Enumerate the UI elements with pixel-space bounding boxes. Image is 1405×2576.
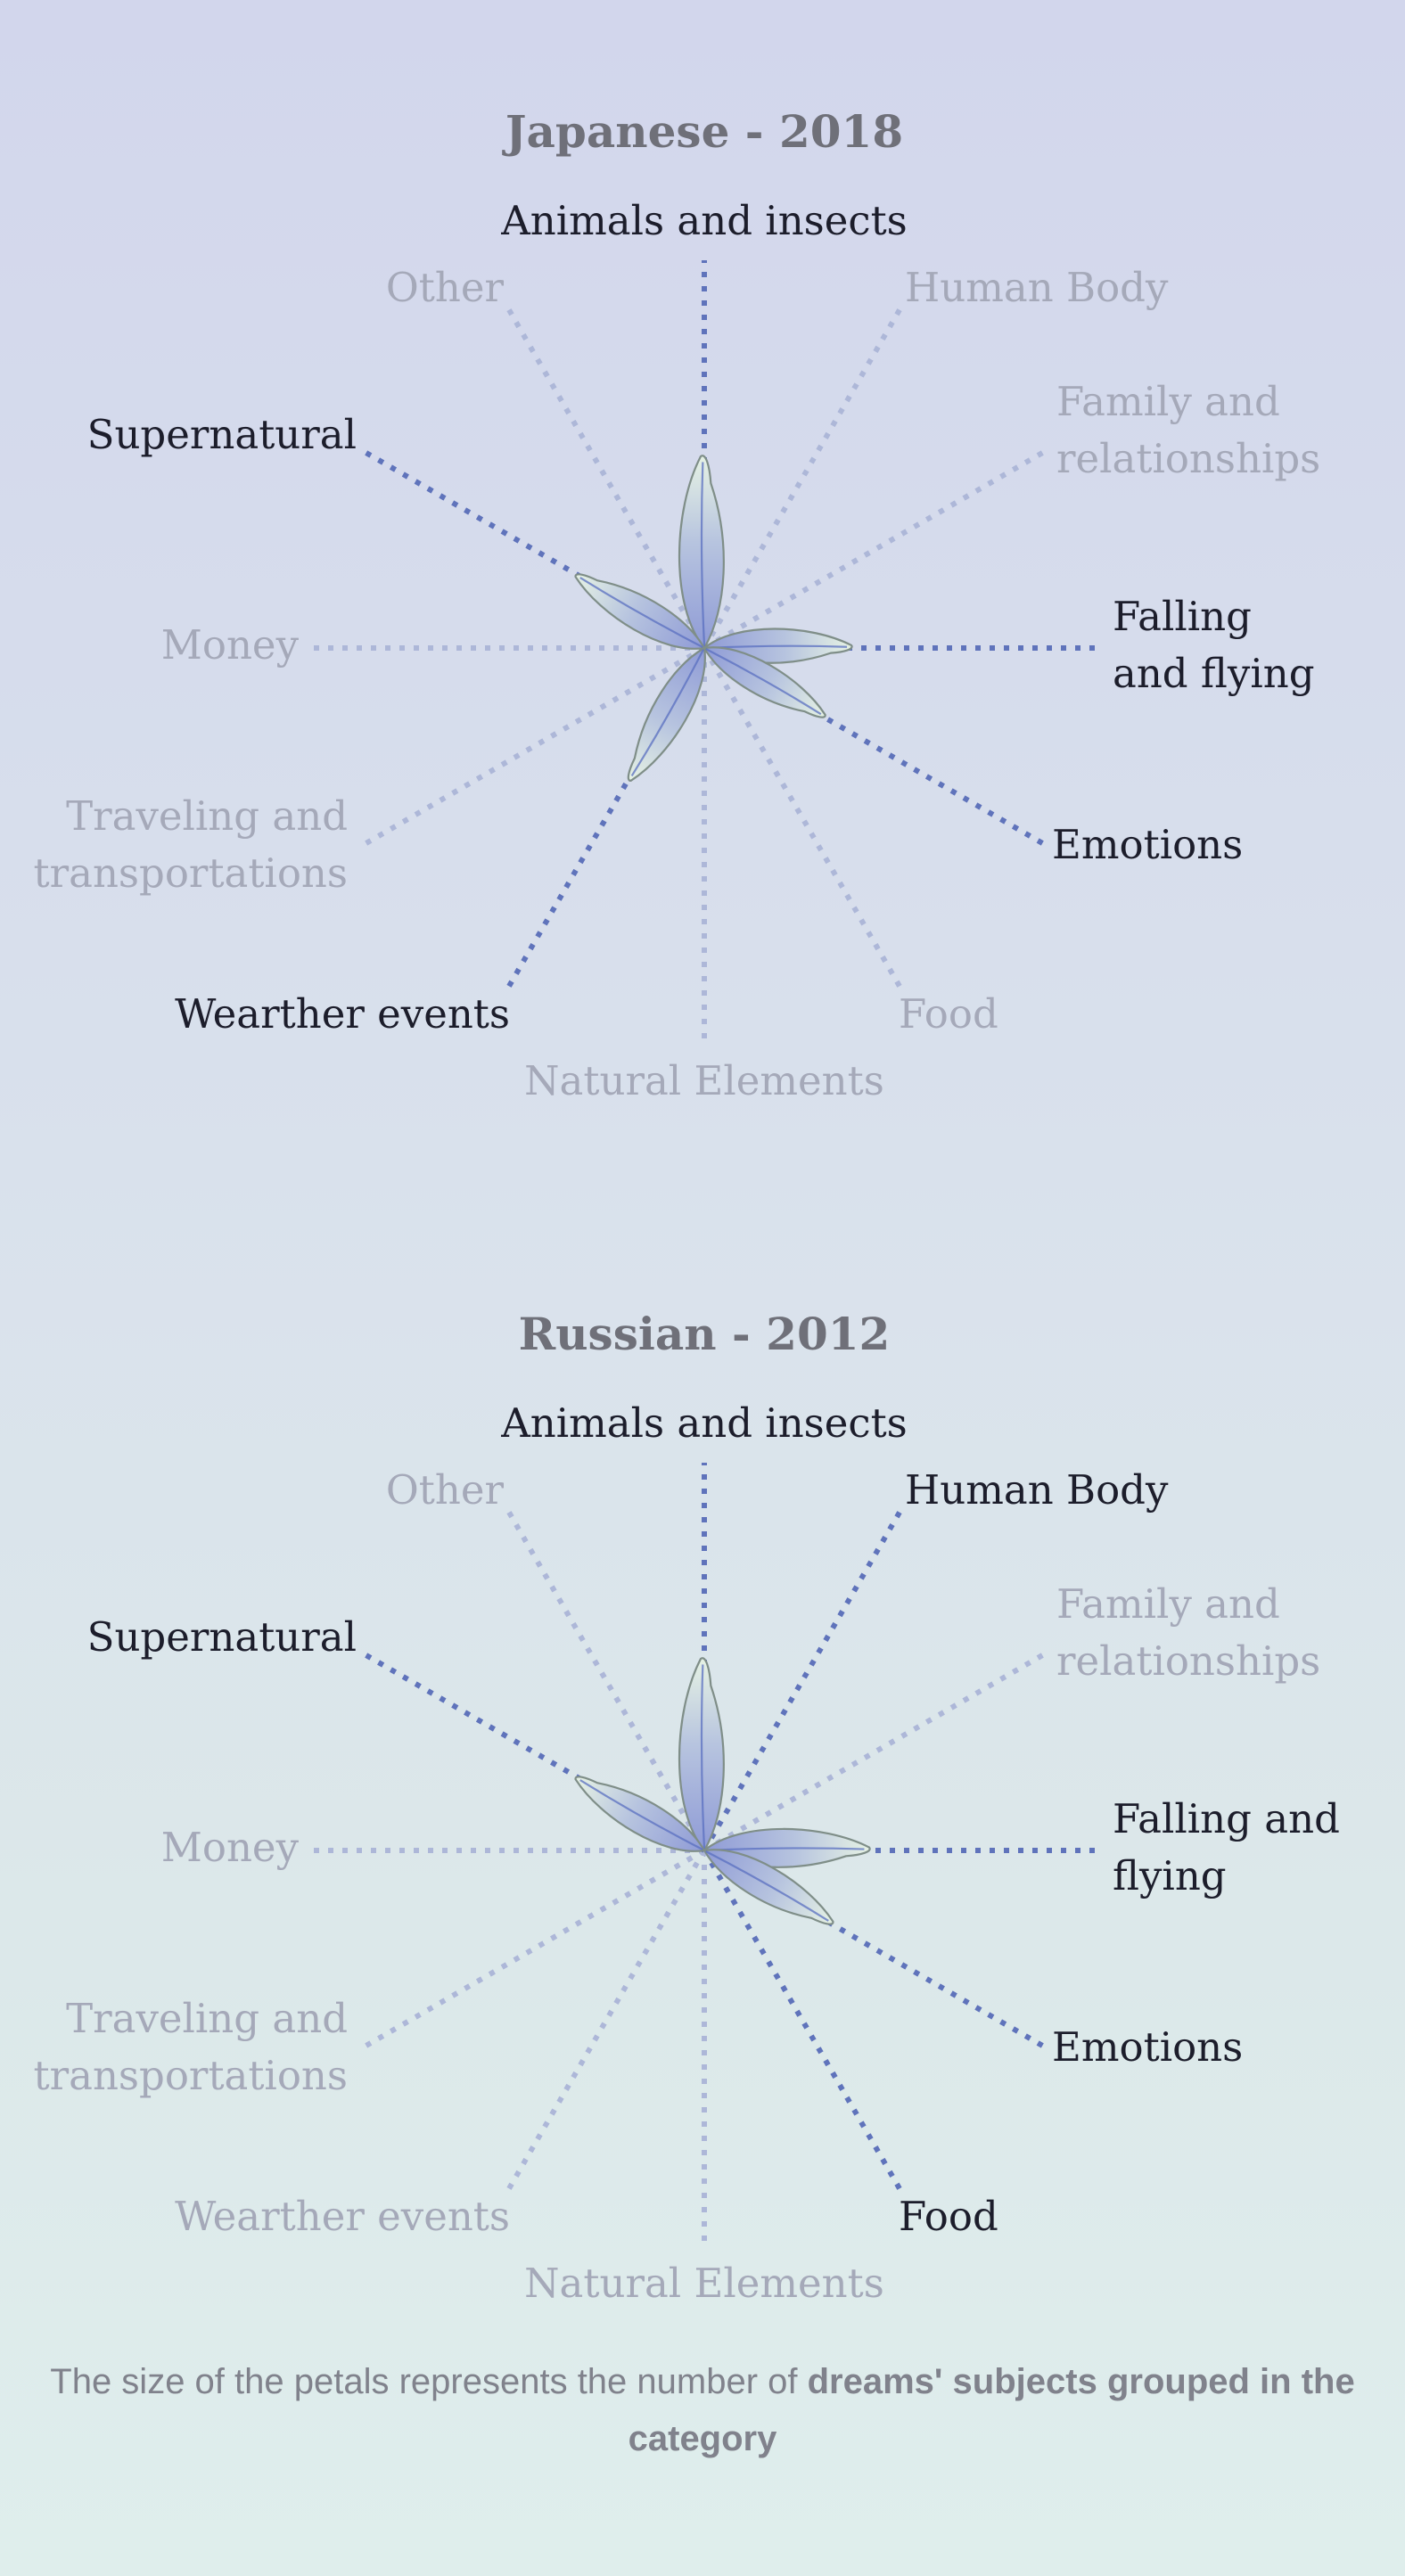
spoke-family-and-relationships (702, 449, 1046, 651)
petal-supernatural (574, 1776, 706, 1852)
category-label-other: Other (386, 1466, 505, 1514)
category-label-line: Falling (1113, 593, 1252, 640)
footnote: The size of the petals represents the nu… (0, 2353, 1405, 2467)
category-label-human-body: Human Body (905, 264, 1169, 311)
category-label-other: Other (386, 264, 505, 311)
chart-title-russian-2012: Russian - 2012 (519, 1308, 891, 1360)
spoke-human-body (702, 307, 903, 650)
petal-emotions (702, 1849, 834, 1925)
petal-vein (700, 1664, 706, 1850)
category-label-line: Animals and insects (500, 197, 908, 244)
category-label-line: Money (161, 1824, 300, 1871)
category-label-line: transportations (34, 2052, 348, 2099)
category-label-money: Money (161, 1824, 300, 1871)
petal-vein (705, 1850, 829, 1922)
category-label-family-and-relationships: Family and relationships (1056, 378, 1320, 482)
footnote-text: The size of the petals represents the nu… (50, 2362, 808, 2401)
category-label-falling-and-flying: Falling and flying (1113, 593, 1315, 697)
category-label-animals-and-insects: Animals and insects (500, 1399, 908, 1447)
spoke-family-and-relationships (702, 1652, 1046, 1853)
category-label-line: Human Body (905, 1466, 1169, 1514)
petal-animals-and-insects (678, 455, 725, 650)
category-label-traveling-and-transportations: Traveling and transportations (34, 792, 348, 897)
category-label-line: Supernatural (87, 1613, 357, 1661)
category-label-food: Food (899, 2193, 998, 2240)
category-label-line: Natural Elements (524, 2260, 884, 2307)
category-label-line: and flying (1113, 650, 1315, 697)
category-label-line: Animals and insects (500, 1399, 908, 1447)
category-label-line: Falling and (1113, 1795, 1340, 1842)
spoke-traveling-and-transportations (363, 1848, 706, 2049)
category-label-line: relationships (1056, 1637, 1320, 1685)
petal-wearther-events (627, 646, 706, 782)
category-label-traveling-and-transportations: Traveling and transportations (34, 1995, 348, 2099)
category-label-line: Supernatural (87, 411, 357, 458)
chart-japanese-2018: Japanese - 2018 Animals and insects Human … (34, 105, 1321, 1104)
category-label-line: Human Body (905, 264, 1169, 311)
category-label-money: Money (161, 621, 300, 669)
category-label-family-and-relationships: Family and relationships (1056, 1580, 1320, 1685)
category-label-line: Wearther events (175, 2193, 510, 2240)
category-label-line: Food (899, 990, 998, 1038)
category-label-line: Traveling and (66, 792, 348, 840)
category-label-line: Family and (1056, 378, 1280, 425)
category-label-line: transportations (34, 849, 348, 897)
category-label-animals-and-insects: Animals and insects (500, 197, 908, 244)
category-label-line: Traveling and (66, 1995, 348, 2042)
category-label-line: flying (1113, 1852, 1227, 1899)
category-label-natural-elements: Natural Elements (524, 1057, 884, 1104)
petal-animals-and-insects (678, 1657, 725, 1852)
petal-supernatural (574, 573, 706, 650)
category-label-supernatural: Supernatural (87, 411, 357, 458)
category-label-line: Other (386, 1466, 505, 1514)
category-label-supernatural: Supernatural (87, 1613, 357, 1661)
category-label-falling-and-flying: Falling and flying (1113, 1795, 1340, 1899)
category-label-line: Wearther events (175, 990, 510, 1038)
footnote-bold-text: dreams' subjects grouped in the category (628, 2362, 1355, 2458)
category-label-natural-elements: Natural Elements (524, 2260, 884, 2307)
category-label-food: Food (899, 990, 998, 1038)
category-label-line: Natural Elements (524, 1057, 884, 1104)
category-label-human-body: Human Body (905, 1466, 1169, 1514)
chart-title-japanese-2018: Japanese - 2018 (502, 105, 903, 158)
category-label-line: Money (161, 621, 300, 669)
category-label-line: Family and (1056, 1580, 1280, 1628)
category-label-emotions: Emotions (1052, 2023, 1243, 2071)
category-label-wearther-events: Wearther events (175, 2193, 510, 2240)
petal-vein (579, 577, 703, 648)
category-label-wearther-events: Wearther events (175, 990, 510, 1038)
petal-vein (705, 648, 822, 716)
category-label-line: Emotions (1052, 821, 1243, 868)
petal-vein (579, 1779, 703, 1850)
spoke-human-body (702, 1509, 903, 1852)
category-label-emotions: Emotions (1052, 821, 1243, 868)
petal-vein (630, 649, 704, 777)
chart-russian-2012: Russian - 2012 Animals and insects Human B… (34, 1308, 1340, 2307)
petal-vein (700, 462, 706, 647)
category-label-line: Emotions (1052, 2023, 1243, 2071)
category-label-line: Other (386, 264, 505, 311)
spoke-wearther-events (505, 1849, 707, 2192)
petal-emotions (702, 646, 826, 718)
category-label-line: Food (899, 2193, 998, 2240)
category-label-line: relationships (1056, 435, 1320, 482)
